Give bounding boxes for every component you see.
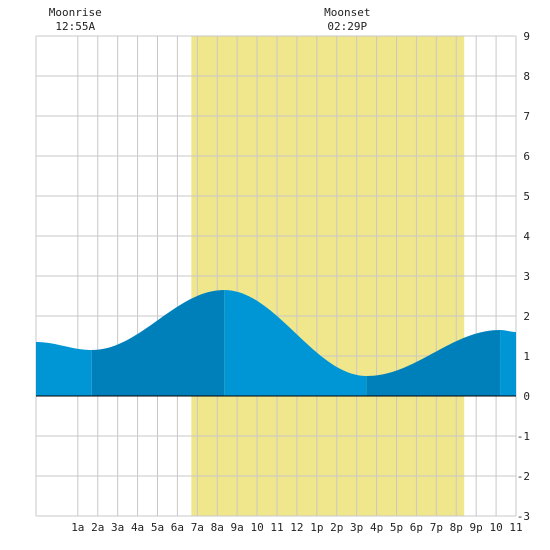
x-tick-label: 2a: [91, 521, 104, 534]
y-tick-label: 0: [523, 390, 530, 403]
x-tick-label: 4a: [131, 521, 144, 534]
x-tick-label: 1p: [310, 521, 323, 534]
x-tick-label: 10: [489, 521, 502, 534]
falling-tide-segment: [500, 330, 516, 396]
y-tick-label: 9: [523, 30, 530, 43]
x-tick-label: 4p: [370, 521, 383, 534]
falling-tide-segment: [36, 342, 92, 396]
x-tick-label: 12: [290, 521, 303, 534]
x-tick-label: 8p: [450, 521, 463, 534]
moonset-time: 02:29P: [327, 20, 367, 33]
x-tick-label: 11: [270, 521, 283, 534]
x-tick-label: 5p: [390, 521, 403, 534]
moonrise-time: 12:55A: [55, 20, 95, 33]
y-tick-label: 8: [523, 70, 530, 83]
x-tick-label: 6p: [410, 521, 423, 534]
x-tick-label: 7a: [191, 521, 204, 534]
y-tick-label: 3: [523, 270, 530, 283]
y-tick-label: 4: [523, 230, 530, 243]
x-tick-label: 1a: [71, 521, 84, 534]
x-tick-label: 7p: [430, 521, 443, 534]
x-tick-label: 8a: [211, 521, 224, 534]
x-tick-label: 9a: [231, 521, 244, 534]
tide-area: [36, 290, 516, 396]
y-tick-label: -1: [517, 430, 530, 443]
y-tick-label: 6: [523, 150, 530, 163]
moonrise-label: Moonrise: [49, 6, 102, 19]
x-tick-label: 3a: [111, 521, 124, 534]
x-tick-label: 5a: [151, 521, 164, 534]
rising-tide-segment: [91, 290, 225, 396]
falling-tide-segment: [224, 290, 367, 396]
moonset-label: Moonset: [324, 6, 370, 19]
x-axis-ticks: 1a 2a 3a 4a 5a 6a 7a 8a 9a 10 11 12 1p 2p 3p 4p 5p 6p 7p 8p…: [71, 521, 522, 534]
y-tick-label: -2: [517, 470, 530, 483]
x-tick-label: 9p: [470, 521, 483, 534]
y-axis-ticks: -3 -2 -1 0 1 2 3 4 5 6 7 8 9: [517, 30, 531, 523]
x-tick-label: 6a: [171, 521, 184, 534]
x-tick-label: 3p: [350, 521, 363, 534]
y-tick-label: 7: [523, 110, 530, 123]
x-tick-label: 10: [250, 521, 263, 534]
x-tick-label: 11: [509, 521, 522, 534]
grid-lines: [35, 35, 517, 517]
y-tick-label: 2: [523, 310, 530, 323]
y-tick-label: 5: [523, 190, 530, 203]
y-tick-label: 1: [523, 350, 530, 363]
y-tick-label: -3: [517, 510, 530, 523]
rising-tide-segment: [366, 330, 501, 396]
x-tick-label: 2p: [330, 521, 343, 534]
